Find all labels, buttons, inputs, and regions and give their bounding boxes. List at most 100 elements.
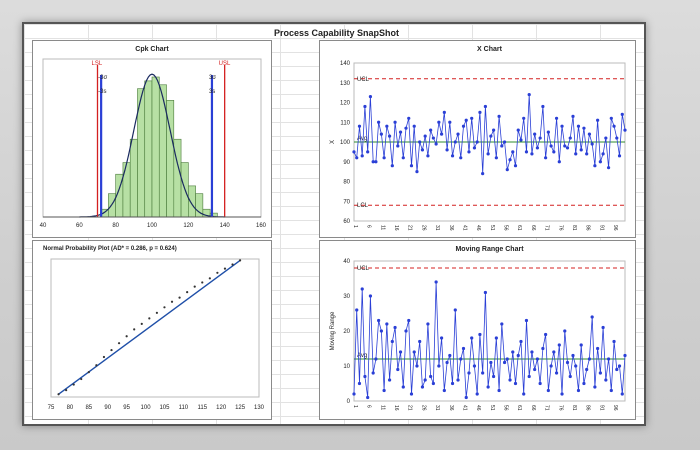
x-tick-label: 81 (571, 405, 577, 411)
data-point (434, 280, 438, 284)
mr-panel: Moving Range Chart 0 10 20 30 40 Moving Range U… (319, 240, 636, 420)
data-point (461, 124, 466, 128)
data-point (193, 285, 196, 288)
data-point (579, 343, 583, 347)
data-point (415, 170, 419, 174)
data-point (486, 385, 490, 389)
normal-curve (79, 73, 225, 218)
data-point (552, 350, 556, 354)
histogram-bar (108, 193, 116, 218)
data-point (530, 350, 534, 354)
data-point (497, 388, 501, 393)
data-point (585, 152, 589, 156)
cpk-chart: Cpk Chart LSL USL -3σ -3s 3σ 3s 40 60 80 100 120 140… (40, 46, 267, 229)
data-point (604, 136, 608, 140)
data-point (170, 300, 174, 303)
data-point (579, 148, 583, 152)
data-point (390, 164, 394, 168)
data-point (486, 152, 490, 156)
data-point (587, 132, 592, 136)
y-tick-label: 130 (340, 81, 351, 87)
data-point (546, 388, 550, 393)
x-tick-label: 41 (461, 225, 467, 231)
data-point (587, 357, 592, 361)
data-point (606, 166, 611, 170)
data-point (568, 136, 572, 140)
data-point (393, 325, 397, 330)
data-point (541, 346, 545, 351)
data-point (609, 116, 613, 120)
data-point (544, 332, 548, 337)
data-point (538, 381, 542, 386)
data-point (238, 259, 242, 262)
x-tick-label: 130 (254, 405, 265, 411)
histogram-bar (122, 162, 131, 218)
data-point (459, 357, 463, 361)
lcl-label: LCL (357, 203, 369, 209)
data-point (554, 116, 559, 120)
x-tick-label: 16 (393, 405, 399, 411)
data-point (450, 381, 455, 386)
data-point (401, 156, 405, 160)
data-point (368, 294, 373, 298)
x-tick-label: 90 (104, 405, 111, 411)
x-tick-label: 51 (489, 225, 495, 231)
data-point (420, 148, 425, 152)
data-point (527, 93, 531, 97)
data-point (355, 308, 359, 312)
data-point (374, 160, 378, 164)
data-point (148, 317, 151, 320)
data-point (186, 291, 189, 294)
data-point (450, 154, 455, 158)
data-point (426, 154, 430, 158)
data-point (155, 311, 158, 314)
x-tick-label: 71 (544, 225, 550, 231)
data-point (492, 374, 496, 379)
minus-3-sigma-s-label: -3s (98, 89, 106, 95)
ucl-label: UCL (357, 266, 370, 272)
x-tick-label: 31 (434, 225, 440, 231)
histogram-bar (188, 185, 196, 218)
data-point (431, 136, 435, 140)
data-point (102, 355, 106, 359)
data-point (374, 357, 378, 361)
data-point (377, 120, 381, 124)
y-tick-label: 90 (343, 160, 350, 166)
data-point (596, 118, 600, 122)
x-tick-label: 56 (503, 225, 509, 231)
data-point (117, 342, 121, 345)
y-tick-label: 70 (343, 199, 350, 205)
data-point (429, 128, 433, 132)
data-point (363, 104, 367, 109)
data-point (560, 124, 564, 128)
data-point (439, 336, 444, 340)
y-axis-label: X (330, 140, 336, 144)
x-tick-label: 85 (85, 405, 92, 411)
data-point (554, 371, 559, 375)
data-point (557, 343, 561, 347)
data-point (355, 156, 359, 160)
data-point (360, 287, 364, 291)
data-point (563, 144, 567, 148)
x-chart: X Chart 60 70 80 90 100 110 120 130 140 X UCL LCL Avg… (330, 46, 627, 231)
data-point (390, 339, 394, 344)
data-point (379, 329, 383, 333)
x-tick-label: 16 (393, 225, 399, 231)
data-point (382, 388, 386, 393)
data-point (494, 336, 498, 340)
data-point (418, 140, 422, 144)
data-point (560, 392, 564, 396)
y-tick-label: 110 (340, 120, 350, 126)
x-tick-label: 26 (420, 225, 426, 231)
y-tick-label: 140 (340, 61, 351, 67)
data-point (201, 281, 204, 284)
data-point (549, 364, 553, 368)
data-point (387, 378, 392, 382)
data-point (511, 150, 515, 154)
data-point (530, 152, 534, 156)
x-tick-label: 86 (585, 225, 591, 231)
data-point (615, 367, 619, 372)
data-point (366, 395, 370, 400)
data-point (110, 348, 113, 352)
data-point (409, 392, 414, 396)
